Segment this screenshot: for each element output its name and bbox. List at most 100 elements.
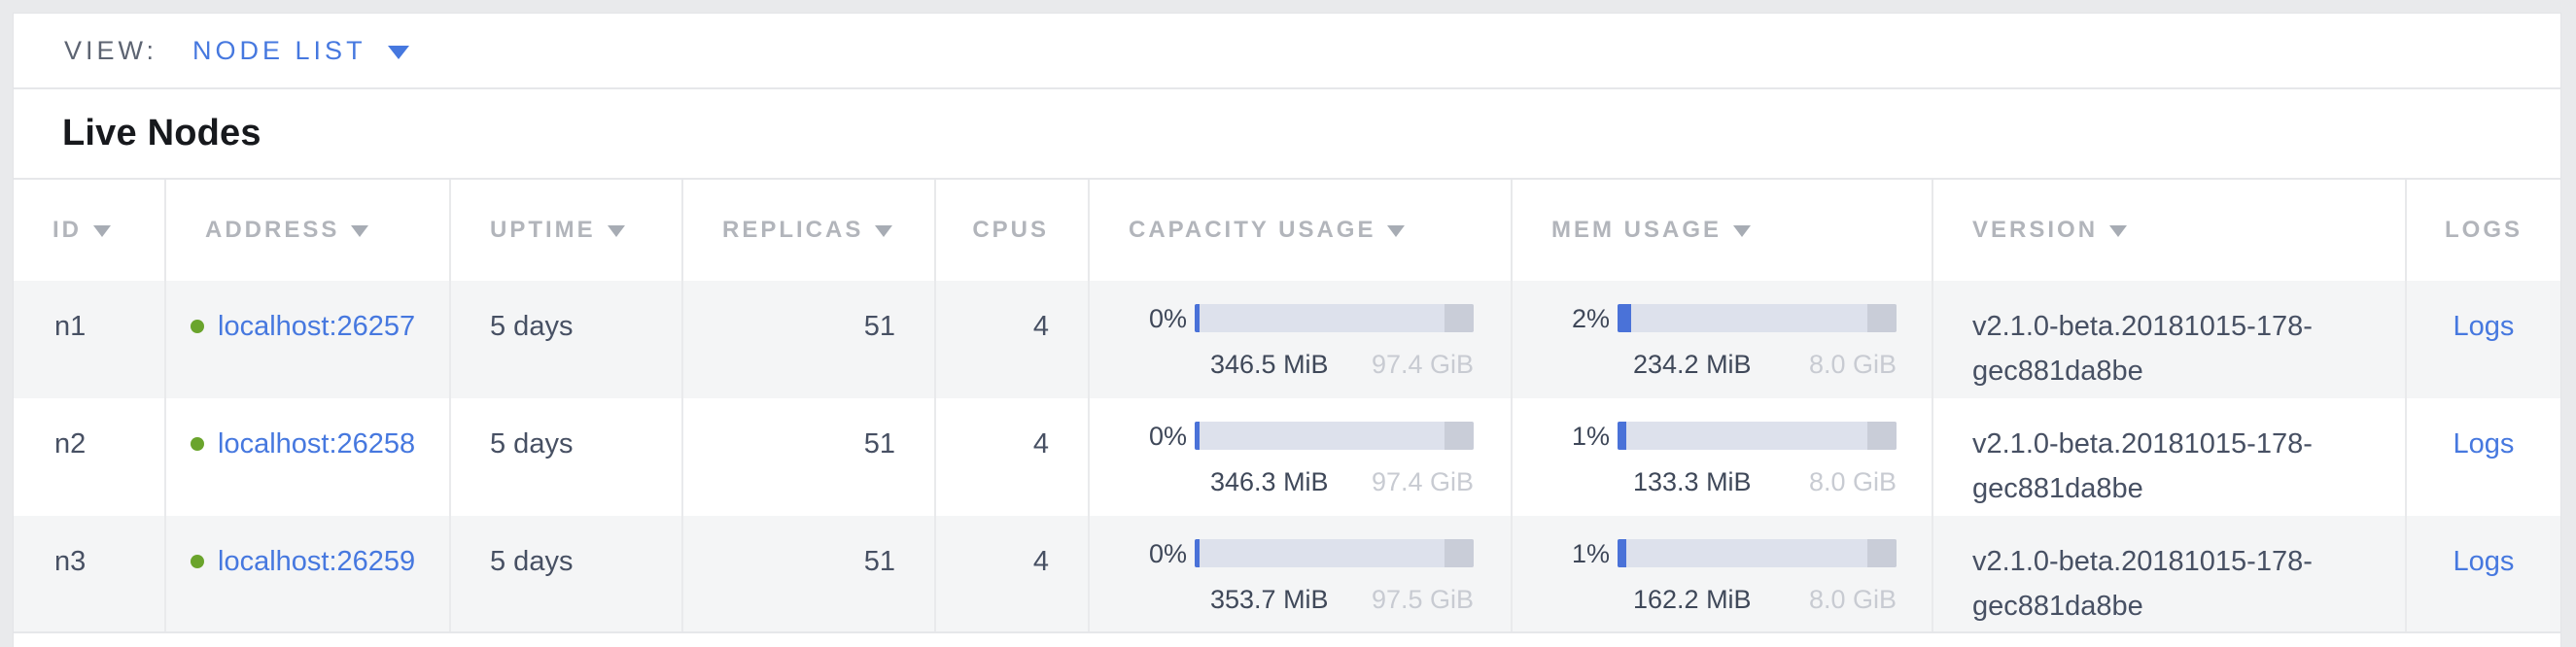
node-address-link[interactable]: localhost:26258 — [218, 428, 416, 460]
capacity-usage-cell: 0% 346.3 MiB 97.4 GiB — [1090, 398, 1513, 516]
uptime-cell: 5 days — [451, 516, 683, 631]
table-header-row: ID ADDRESS UPTIME REPLICAS CPUS CAPACITY… — [14, 180, 2560, 281]
logs-cell: Logs — [2407, 398, 2560, 516]
capacity-total-value: 97.4 GiB — [1371, 467, 1474, 496]
capacity-total-value: 97.4 GiB — [1371, 350, 1474, 379]
mem-percent-label: 1% — [1571, 539, 1610, 568]
capacity-used-value: 353.7 MiB — [1210, 585, 1329, 614]
node-id-cell: n3 — [14, 516, 166, 631]
bar-reserved-segment — [1445, 422, 1474, 450]
column-header-label: UPTIME — [490, 217, 596, 243]
live-status-dot-icon — [191, 437, 204, 451]
uptime-cell: 5 days — [451, 398, 683, 516]
capacity-percent-label: 0% — [1148, 539, 1187, 568]
capacity-used-value: 346.3 MiB — [1210, 467, 1329, 496]
capacity-bar-fill — [1195, 304, 1200, 332]
card-bottom-strip — [14, 633, 2560, 647]
page-title: Live Nodes — [62, 113, 261, 153]
view-bar: VIEW: NODE LIST — [14, 14, 2560, 89]
live-status-dot-icon — [191, 320, 204, 333]
mem-usage-bar-chart: 1% 162.2 MiB 8.0 GiB — [1551, 539, 1897, 615]
replicas-cell: 51 — [683, 398, 936, 516]
bar-reserved-segment — [1867, 304, 1897, 332]
mem-bar-fill — [1618, 422, 1626, 450]
mem-usage-bar-chart: 2% 234.2 MiB 8.0 GiB — [1551, 304, 1897, 380]
column-header-label: VERSION — [1972, 217, 2099, 243]
sort-arrow-icon — [1387, 225, 1406, 237]
mem-bar — [1618, 304, 1897, 332]
column-header-address[interactable]: ADDRESS — [166, 180, 451, 281]
replicas-cell: 51 — [683, 281, 936, 398]
table-body: n1 localhost:26257 5 days 51 4 0% — [14, 281, 2560, 633]
column-header-label: REPLICAS — [722, 217, 864, 243]
logs-link[interactable]: Logs — [2453, 428, 2515, 460]
logs-cell: Logs — [2407, 516, 2560, 631]
capacity-usage-bar-chart: 0% 353.7 MiB 97.5 GiB — [1129, 539, 1474, 615]
mem-bar-fill — [1618, 539, 1626, 567]
view-mode-selected-value[interactable]: NODE LIST — [192, 35, 366, 65]
mem-usage-cell: 2% 234.2 MiB 8.0 GiB — [1513, 281, 1933, 398]
capacity-usage-cell: 0% 346.5 MiB 97.4 GiB — [1090, 281, 1513, 398]
mem-percent-label: 1% — [1571, 422, 1610, 451]
section-header: Live Nodes — [14, 89, 2560, 180]
view-label: VIEW: — [64, 35, 158, 65]
capacity-percent-label: 0% — [1148, 422, 1187, 451]
bar-reserved-segment — [1445, 304, 1474, 332]
mem-total-value: 8.0 GiB — [1808, 350, 1897, 379]
bar-reserved-segment — [1445, 539, 1474, 567]
sort-arrow-icon — [2109, 225, 2128, 237]
sort-arrow-icon — [93, 225, 111, 237]
column-header-logs: LOGS — [2407, 180, 2560, 281]
table-row: n1 localhost:26257 5 days 51 4 0% — [14, 281, 2560, 398]
live-status-dot-icon — [191, 555, 204, 568]
mem-bar-fill — [1618, 304, 1631, 332]
column-header-capacity-usage[interactable]: CAPACITY USAGE — [1090, 180, 1513, 281]
node-address-link[interactable]: localhost:26257 — [218, 311, 416, 342]
capacity-total-value: 97.5 GiB — [1371, 585, 1474, 614]
mem-usage-cell: 1% 162.2 MiB 8.0 GiB — [1513, 516, 1933, 631]
logs-cell: Logs — [2407, 281, 2560, 398]
column-header-id[interactable]: ID — [14, 180, 166, 281]
version-cell: v2.1.0-beta.20181015-178-gec881da8be — [1933, 398, 2407, 516]
chevron-down-icon — [387, 45, 409, 59]
sort-arrow-icon — [607, 225, 625, 237]
version-cell: v2.1.0-beta.20181015-178-gec881da8be — [1933, 516, 2407, 631]
mem-total-value: 8.0 GiB — [1808, 467, 1897, 496]
capacity-used-value: 346.5 MiB — [1210, 350, 1329, 379]
mem-usage-cell: 1% 133.3 MiB 8.0 GiB — [1513, 398, 1933, 516]
mem-bar — [1618, 422, 1897, 450]
capacity-percent-label: 0% — [1148, 304, 1187, 333]
node-address-cell: localhost:26259 — [166, 516, 451, 631]
bar-reserved-segment — [1867, 422, 1897, 450]
capacity-usage-cell: 0% 353.7 MiB 97.5 GiB — [1090, 516, 1513, 631]
mem-usage-bar-chart: 1% 133.3 MiB 8.0 GiB — [1551, 422, 1897, 497]
table-row: n3 localhost:26259 5 days 51 4 0% — [14, 516, 2560, 633]
node-id-cell: n2 — [14, 398, 166, 516]
capacity-bar-fill — [1195, 422, 1200, 450]
node-address-cell: localhost:26258 — [166, 398, 451, 516]
capacity-usage-bar-chart: 0% 346.3 MiB 97.4 GiB — [1129, 422, 1474, 497]
mem-used-value: 234.2 MiB — [1633, 350, 1752, 379]
column-header-label: ID — [52, 217, 82, 243]
cpus-cell: 4 — [936, 516, 1090, 631]
mem-bar — [1618, 539, 1897, 567]
column-header-label: CPUS — [972, 217, 1049, 243]
capacity-bar-fill — [1195, 539, 1200, 567]
mem-used-value: 133.3 MiB — [1633, 467, 1752, 496]
bar-reserved-segment — [1867, 539, 1897, 567]
capacity-bar — [1195, 422, 1474, 450]
column-header-mem-usage[interactable]: MEM USAGE — [1513, 180, 1933, 281]
column-header-version[interactable]: VERSION — [1933, 180, 2407, 281]
cpus-cell: 4 — [936, 398, 1090, 516]
view-mode-dropdown[interactable]: NODE LIST — [192, 36, 409, 66]
live-nodes-card: VIEW: NODE LIST Live Nodes ID ADDRESS UP… — [13, 13, 2561, 647]
node-address-link[interactable]: localhost:26259 — [218, 546, 416, 577]
version-cell: v2.1.0-beta.20181015-178-gec881da8be — [1933, 281, 2407, 398]
column-header-uptime[interactable]: UPTIME — [451, 180, 683, 281]
mem-used-value: 162.2 MiB — [1633, 585, 1752, 614]
logs-link[interactable]: Logs — [2453, 546, 2515, 577]
column-header-replicas[interactable]: REPLICAS — [683, 180, 936, 281]
logs-link[interactable]: Logs — [2453, 311, 2515, 342]
sort-arrow-icon — [1733, 225, 1752, 237]
sort-arrow-icon — [351, 225, 369, 237]
